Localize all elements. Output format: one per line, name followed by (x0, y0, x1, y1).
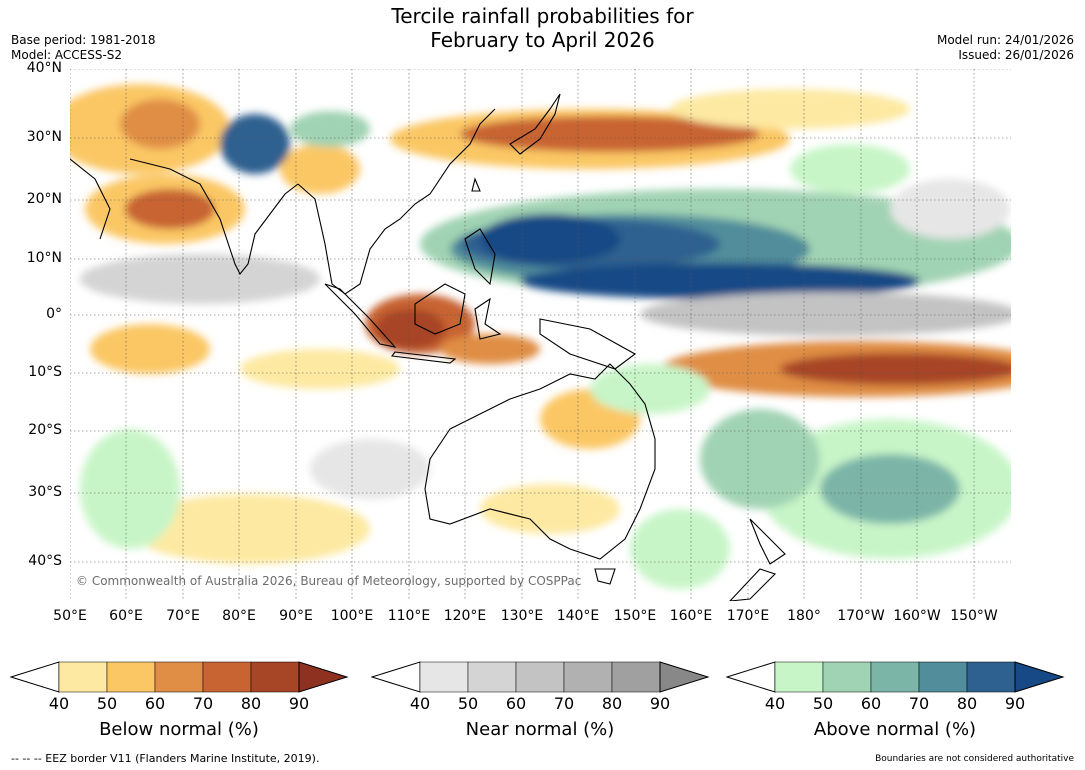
lon-label-180: 180° (787, 608, 821, 624)
lat-label-40s: 40°S (28, 553, 62, 569)
lon-label-150e: 150°E (613, 608, 657, 624)
sulawesi (474, 297, 502, 340)
cb-near-tick-60: 60 (505, 694, 527, 713)
australia (424, 363, 656, 560)
colorbar-above-normal (726, 661, 1065, 693)
lon-label-70e: 70°E (166, 608, 200, 624)
cb-above-seg-4 (918, 661, 968, 693)
cb-above-tick-40: 40 (764, 694, 786, 713)
lon-label-60e: 60°E (109, 608, 143, 624)
cb-below-tick-50: 50 (96, 694, 118, 713)
copyright-notice: © Commonwealth of Australia 2026, Bureau… (76, 574, 582, 588)
lat-label-20n: 20°N (26, 191, 62, 207)
lon-label-110e: 110°E (387, 608, 431, 624)
cb-above-seg-5 (966, 661, 1016, 693)
sumatra (324, 283, 397, 348)
lon-label-140e: 140°E (556, 608, 600, 624)
lon-label-130e: 130°E (500, 608, 544, 624)
borneo (414, 283, 466, 335)
cb-below-seg-2 (106, 661, 156, 693)
colorbar-below-normal (10, 661, 349, 693)
map-gridlines (70, 69, 1011, 601)
tasmania (594, 568, 616, 585)
cb-below-tick-70: 70 (192, 694, 214, 713)
title-line-1: Tercile rainfall probabilities for (391, 4, 694, 28)
cb-above-tick-70: 70 (908, 694, 930, 713)
rainfall-probability-map (70, 69, 1011, 601)
lat-label-40n: 40°N (26, 60, 62, 76)
cb-near-tick-50: 50 (457, 694, 479, 713)
boundary-disclaimer: Boundaries are not considered authoritat… (875, 754, 1074, 764)
coastlines (70, 93, 786, 601)
cb-near-seg-1 (419, 661, 469, 693)
cb-below-tick-40: 40 (48, 694, 70, 713)
model-run-date: Model run: 24/01/2026 (936, 33, 1074, 47)
japan (509, 93, 561, 155)
cb-near-high-arrow (659, 661, 710, 693)
cb-near-seg-5 (611, 661, 661, 693)
model-name: Model: ACCESS-S2 (11, 48, 123, 62)
cb-below-tick-90: 90 (288, 694, 310, 713)
lon-label-80e: 80°E (222, 608, 256, 624)
cb-near-label: Near normal (%) (465, 719, 615, 740)
probability-field (70, 84, 1011, 589)
lat-label-0: 0° (46, 306, 62, 322)
cb-near-seg-4 (563, 661, 613, 693)
cb-near-tick-40: 40 (409, 694, 431, 713)
new-zealand-north (749, 518, 786, 565)
new-zealand-south (729, 568, 777, 601)
cb-below-seg-3 (154, 661, 204, 693)
colorbar-near-normal (371, 661, 710, 693)
cb-above-tick-60: 60 (860, 694, 882, 713)
cb-near-tick-80: 80 (601, 694, 623, 713)
cb-below-tick-80: 80 (240, 694, 262, 713)
cb-below-high-arrow (298, 661, 349, 693)
lon-label-150w: 150°W (950, 608, 998, 624)
lon-label-120e: 120°E (443, 608, 487, 624)
cb-below-tick-60: 60 (144, 694, 166, 713)
cb-below-seg-1 (58, 661, 108, 693)
lon-label-100e: 100°E (330, 608, 374, 624)
cb-above-tick-90: 90 (1004, 694, 1026, 713)
lat-label-30n: 30°N (26, 129, 62, 145)
lon-label-90e: 90°E (279, 608, 313, 624)
lon-label-170w: 170°W (837, 608, 885, 624)
map-title: Tercile rainfall probabilities for Febru… (0, 4, 1085, 52)
base-period: Base period: 1981-2018 (11, 33, 156, 47)
lon-label-170e: 170°E (726, 608, 770, 624)
cb-above-seg-1 (774, 661, 824, 693)
taiwan (471, 177, 481, 192)
lon-label-50e: 50°E (53, 608, 87, 624)
cb-above-low-arrow (726, 661, 776, 693)
cb-above-high-arrow (1014, 661, 1065, 693)
cb-near-seg-3 (515, 661, 565, 693)
lat-label-10s: 10°S (28, 364, 62, 380)
cb-above-tick-50: 50 (812, 694, 834, 713)
cb-near-tick-70: 70 (553, 694, 575, 713)
eez-border-note: -- -- -- EEZ border V11 (Flanders Marine… (11, 752, 320, 765)
lat-label-30s: 30°S (28, 484, 62, 500)
cb-below-seg-4 (202, 661, 252, 693)
cb-near-tick-90: 90 (649, 694, 671, 713)
issued-date: Issued: 26/01/2026 (958, 48, 1074, 62)
lon-label-160e: 160°E (669, 608, 713, 624)
arabia-coast (70, 158, 111, 240)
cb-below-label: Below normal (%) (99, 719, 259, 740)
lon-label-160w: 160°W (893, 608, 941, 624)
cb-above-seg-3 (870, 661, 920, 693)
lat-label-20s: 20°S (28, 422, 62, 438)
india-coast (129, 158, 299, 276)
cb-above-seg-2 (822, 661, 872, 693)
cb-above-tick-80: 80 (956, 694, 978, 713)
cb-below-seg-5 (250, 661, 300, 693)
cb-above-label: Above normal (%) (813, 719, 977, 740)
lat-label-10n: 10°N (26, 250, 62, 266)
philippines (464, 228, 496, 286)
cb-near-low-arrow (371, 661, 421, 693)
se-asia-coast (297, 108, 496, 295)
java (390, 351, 457, 364)
cb-below-low-arrow (10, 661, 60, 693)
cb-near-seg-2 (467, 661, 517, 693)
title-line-2: February to April 2026 (430, 28, 655, 52)
